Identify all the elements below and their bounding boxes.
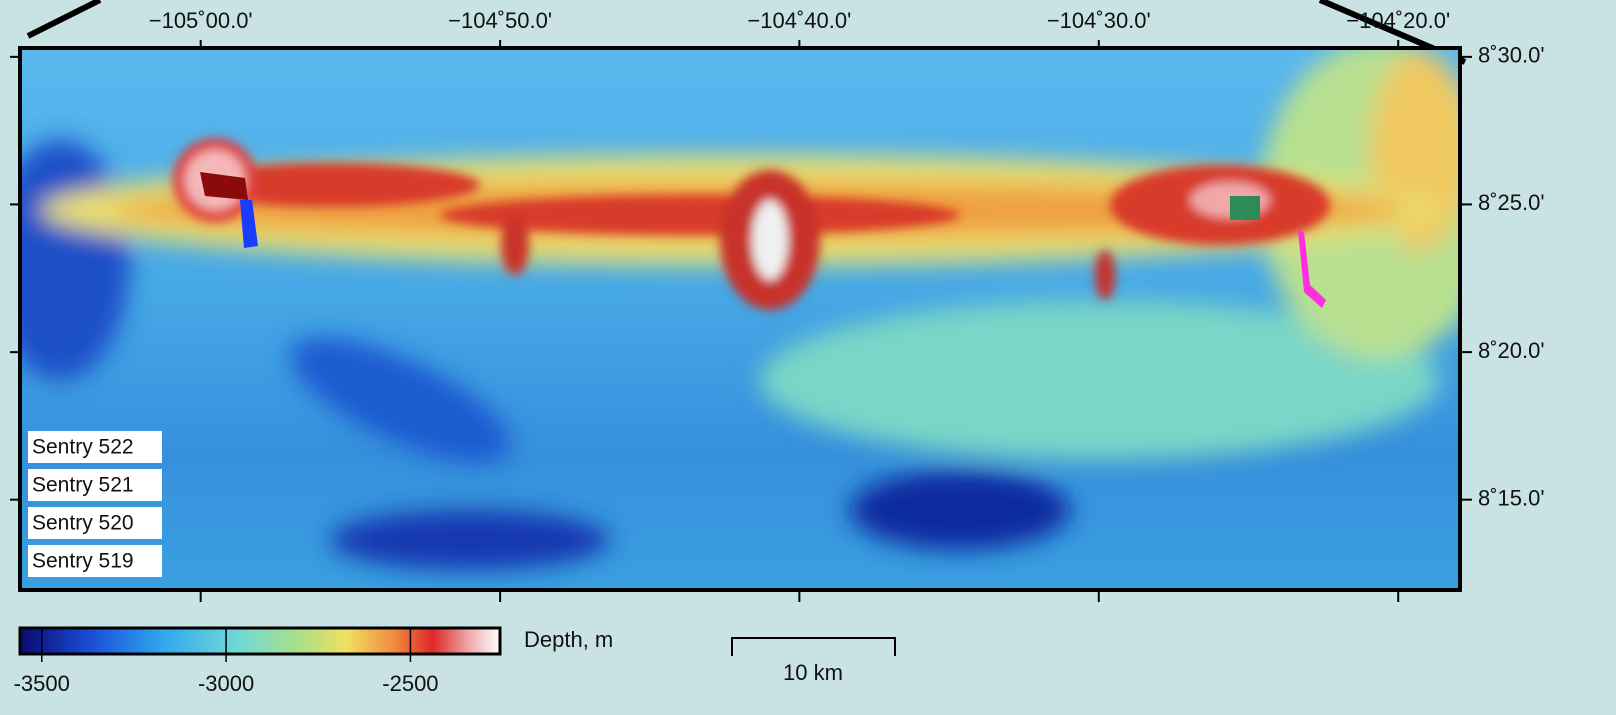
colorbar <box>20 628 500 654</box>
lon-tick-label: −104˚50.0' <box>448 8 552 33</box>
scale-bar <box>732 638 895 656</box>
lon-tick-label: −104˚30.0' <box>1047 8 1151 33</box>
lat-tick-label: 8˚30.0' <box>1478 43 1545 68</box>
legend-label: Sentry 522 <box>32 436 134 459</box>
colorbar-title: Depth, m <box>524 627 613 652</box>
scale-bar-label: 10 km <box>783 660 843 685</box>
lat-tick-label: 8˚25.0' <box>1478 190 1545 215</box>
lat-tick-label: 8˚15.0' <box>1478 485 1545 510</box>
lon-tick-label: −104˚40.0' <box>747 8 851 33</box>
legend-label: Sentry 519 <box>32 550 134 573</box>
legend-label: Sentry 521 <box>32 474 134 497</box>
lon-tick-label: −105˚00.0' <box>149 8 253 33</box>
colorbar-tick-label: -2500 <box>382 671 438 696</box>
map-figure: Sentry 522 Sentry 521 Sentry 520 Sentry 519… <box>0 0 1616 715</box>
colorbar-tick-label: -3000 <box>198 671 254 696</box>
lon-tick-label: −104˚20.0' <box>1346 8 1450 33</box>
bathymetry <box>0 40 1500 590</box>
lat-tick-label: 8˚20.0' <box>1478 338 1545 363</box>
legend-label: Sentry 520 <box>32 512 134 535</box>
decor-line <box>28 0 100 36</box>
colorbar-tick-label: -3500 <box>14 671 70 696</box>
